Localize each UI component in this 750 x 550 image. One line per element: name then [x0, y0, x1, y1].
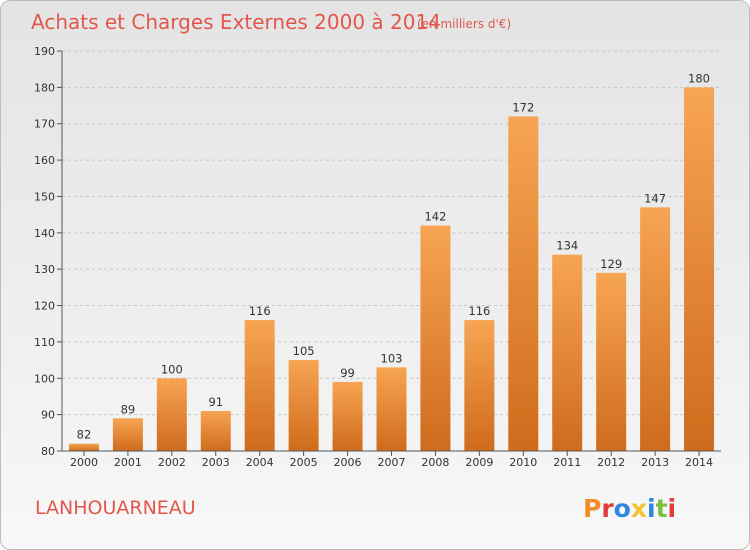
bar-2003 — [200, 411, 231, 451]
chart-title: Achats et Charges Externes 2000 à 2014 — [31, 10, 441, 34]
x-tick-label: 2013 — [641, 456, 669, 469]
place-name: LANHOUARNEAU — [35, 497, 196, 519]
y-tick-label: 130 — [34, 263, 55, 276]
y-tick-label: 100 — [34, 372, 55, 385]
bar-2007 — [376, 367, 407, 451]
bar-2014 — [684, 87, 715, 451]
bar-2000 — [68, 443, 99, 451]
bar-2008 — [420, 225, 451, 451]
bar-2002 — [156, 378, 187, 451]
x-tick-label: 2008 — [421, 456, 449, 469]
y-tick-label: 180 — [34, 81, 55, 94]
x-tick-label: 2002 — [158, 456, 186, 469]
bar-value-label: 100 — [161, 362, 183, 376]
bar-2005 — [288, 360, 319, 451]
y-tick-label: 110 — [34, 336, 55, 349]
y-tick-label: 120 — [34, 300, 55, 313]
bar-2006 — [332, 381, 363, 451]
bar-2009 — [464, 320, 495, 451]
x-tick-label: 2001 — [114, 456, 142, 469]
bar-value-label: 116 — [249, 304, 271, 318]
bar-value-label: 142 — [424, 210, 446, 224]
y-tick-label: 160 — [34, 154, 55, 167]
bar-value-label: 105 — [293, 344, 315, 358]
x-tick-label: 2011 — [553, 456, 581, 469]
x-tick-label: 2004 — [246, 456, 274, 469]
y-tick-label: 170 — [34, 118, 55, 131]
x-tick-label: 2009 — [465, 456, 493, 469]
bar-value-label: 99 — [340, 366, 355, 380]
bar-2013 — [640, 207, 671, 451]
proxiti-logo: Proxiti — [583, 494, 676, 523]
chart-unit: (en milliers d'€) — [417, 17, 511, 31]
bar-value-label: 180 — [688, 71, 710, 85]
bar-2004 — [244, 320, 275, 451]
bar-value-label: 147 — [644, 191, 666, 205]
bar-2012 — [596, 272, 627, 451]
bar-2011 — [552, 254, 583, 451]
x-tick-label: 2000 — [70, 456, 98, 469]
y-tick-label: 140 — [34, 227, 55, 240]
x-tick-label: 2010 — [509, 456, 537, 469]
bar-value-label: 129 — [600, 257, 622, 271]
y-tick-label: 90 — [41, 409, 55, 422]
bar-value-label: 91 — [208, 395, 223, 409]
bars — [68, 87, 715, 452]
x-tick-label: 2014 — [685, 456, 713, 469]
y-tick-label: 150 — [34, 190, 55, 203]
bar-value-label: 82 — [77, 428, 92, 442]
x-tick-label: 2006 — [334, 456, 362, 469]
bar-value-label: 116 — [468, 304, 490, 318]
bar-value-label: 172 — [512, 100, 534, 114]
bar-2010 — [508, 116, 539, 452]
bar-value-label: 103 — [381, 351, 403, 365]
bar-2001 — [112, 418, 143, 451]
x-tick-label: 2005 — [290, 456, 318, 469]
axes — [57, 50, 721, 456]
x-tick-label: 2007 — [378, 456, 406, 469]
x-tick-label: 2003 — [202, 456, 230, 469]
y-tick-label: 80 — [41, 445, 55, 458]
x-tick-label: 2012 — [597, 456, 625, 469]
y-tick-label: 190 — [34, 45, 55, 58]
bar-value-label: 134 — [556, 239, 578, 253]
labels: 80 90 100 110 120 130 140 150 160 170 180 190 82 2000… — [34, 45, 713, 469]
bar-value-label: 89 — [121, 402, 136, 416]
